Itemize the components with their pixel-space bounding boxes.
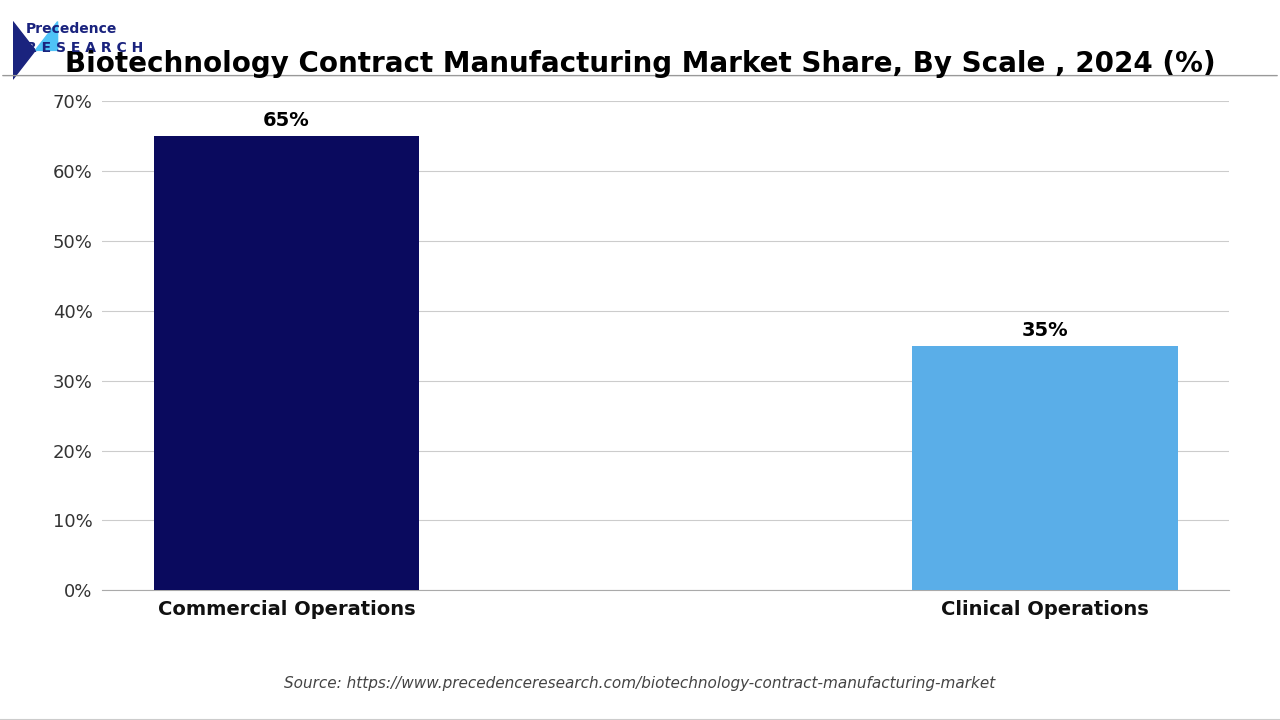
Text: Biotechnology Contract Manufacturing Market Share, By Scale , 2024 (%): Biotechnology Contract Manufacturing Mar… — [65, 50, 1215, 78]
Bar — [913, 346, 1178, 590]
Text: Source: https://www.precedenceresearch.com/biotechnology-contract-manufacturing-: Source: https://www.precedenceresearch.c… — [284, 676, 996, 691]
Text: 35%: 35% — [1021, 321, 1069, 340]
Text: Precedence
R E S E A R C H: Precedence R E S E A R C H — [26, 22, 143, 55]
Bar — [154, 136, 419, 590]
Text: 65%: 65% — [262, 111, 310, 130]
Polygon shape — [13, 22, 36, 79]
Polygon shape — [36, 22, 58, 50]
